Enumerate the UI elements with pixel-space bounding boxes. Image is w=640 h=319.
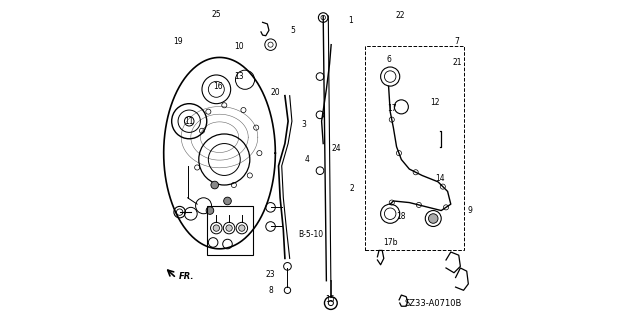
Text: 15: 15 xyxy=(324,295,334,304)
Text: 4: 4 xyxy=(305,155,310,164)
Text: FR.: FR. xyxy=(179,272,195,281)
Text: 10: 10 xyxy=(234,42,243,51)
Circle shape xyxy=(211,181,218,189)
Circle shape xyxy=(223,197,231,205)
Text: 7: 7 xyxy=(455,37,460,46)
Text: 8: 8 xyxy=(268,286,273,295)
Text: 25: 25 xyxy=(211,10,221,19)
Text: 21: 21 xyxy=(452,58,462,67)
Text: 23: 23 xyxy=(266,270,275,279)
Bar xyxy=(207,206,253,255)
Text: 16: 16 xyxy=(213,82,223,91)
Text: 5: 5 xyxy=(291,26,295,35)
Circle shape xyxy=(213,225,220,231)
Circle shape xyxy=(239,225,245,231)
Text: 3: 3 xyxy=(301,120,307,129)
Text: 24: 24 xyxy=(331,144,340,153)
Circle shape xyxy=(206,207,214,214)
Text: 19: 19 xyxy=(173,37,183,46)
Text: 14: 14 xyxy=(435,174,444,183)
Text: 6: 6 xyxy=(386,55,391,63)
Text: 22: 22 xyxy=(395,11,404,20)
Circle shape xyxy=(428,214,438,223)
Bar xyxy=(365,46,463,250)
Text: 17b: 17b xyxy=(383,238,397,247)
Circle shape xyxy=(226,225,232,231)
Text: 13: 13 xyxy=(234,72,243,81)
Text: B-5-10: B-5-10 xyxy=(298,230,323,239)
Text: 11: 11 xyxy=(184,117,194,126)
Text: 12: 12 xyxy=(430,98,440,107)
Text: 9: 9 xyxy=(467,206,472,215)
Text: 20: 20 xyxy=(271,88,280,97)
Text: 1: 1 xyxy=(348,16,353,25)
Text: 2: 2 xyxy=(349,184,355,193)
Text: SZ33-A0710B: SZ33-A0710B xyxy=(404,299,462,308)
Text: 17: 17 xyxy=(387,104,397,113)
Text: 18: 18 xyxy=(397,212,406,221)
